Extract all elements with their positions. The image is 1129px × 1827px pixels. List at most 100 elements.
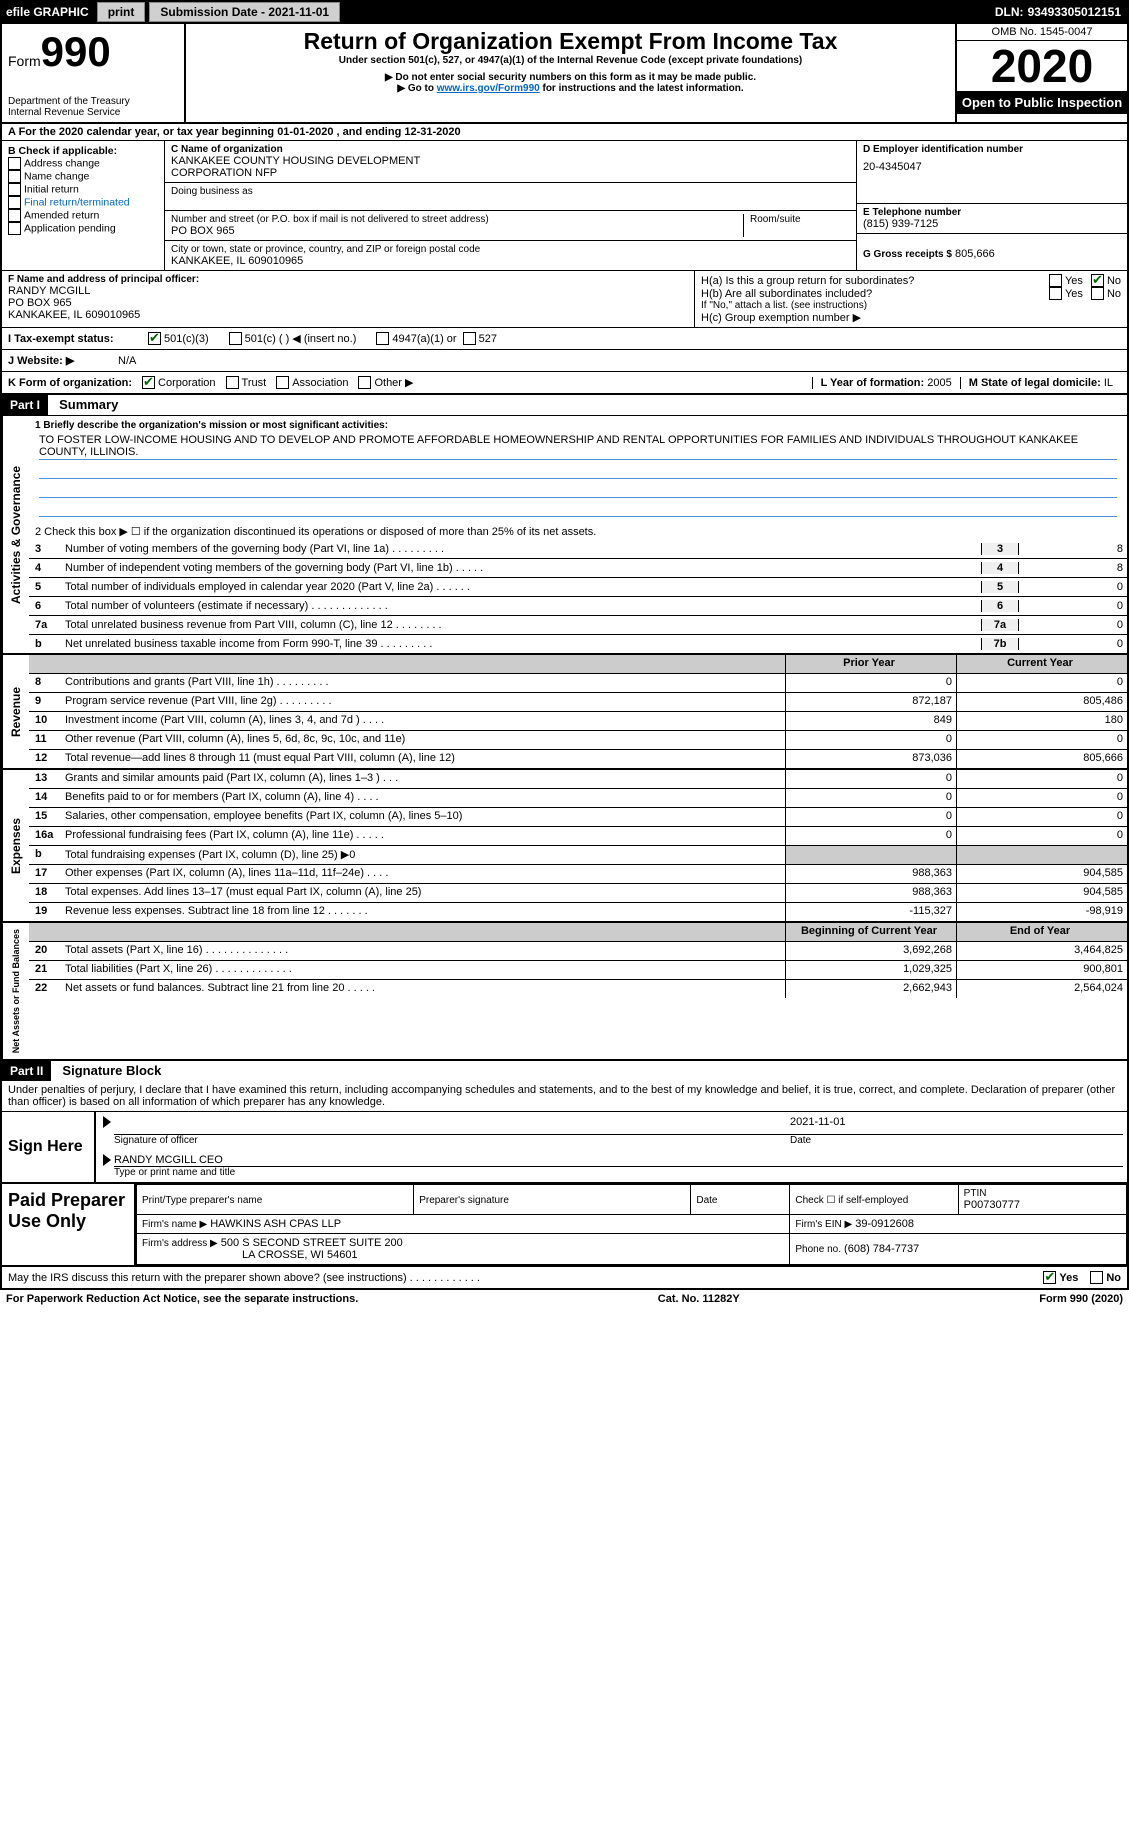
firm-addr1: 500 S SECOND STREET SUITE 200 xyxy=(221,1237,403,1249)
addr-value: PO BOX 965 xyxy=(171,225,743,237)
discuss-text: May the IRS discuss this return with the… xyxy=(8,1272,1043,1284)
data-line: 18Total expenses. Add lines 13–17 (must … xyxy=(29,884,1127,903)
officer-name: RANDY MCGILL xyxy=(8,285,688,297)
print-button[interactable]: print xyxy=(97,2,146,22)
firm-addr2: LA CROSSE, WI 54601 xyxy=(142,1249,784,1261)
chk-assoc[interactable] xyxy=(276,376,289,389)
omb-number: OMB No. 1545-0047 xyxy=(957,24,1127,41)
firm-name: HAWKINS ASH CPAS LLP xyxy=(210,1218,341,1230)
data-line: 17Other expenses (Part IX, column (A), l… xyxy=(29,865,1127,884)
firm-phone: (608) 784-7737 xyxy=(844,1243,919,1255)
row-klm: K Form of organization: Corporation Trus… xyxy=(0,372,1129,395)
discuss-no[interactable] xyxy=(1090,1271,1103,1284)
part1-label: Part I xyxy=(2,395,48,415)
chk-501c3[interactable] xyxy=(148,332,161,345)
chk-name-change[interactable]: Name change xyxy=(8,170,158,183)
form-note-2: ▶ Go to www.irs.gov/Form990 for instruct… xyxy=(196,83,945,94)
chk-trust[interactable] xyxy=(226,376,239,389)
form-id-cell: Form990 Department of the Treasury Inter… xyxy=(2,24,186,122)
tax-year: 2020 xyxy=(957,41,1127,91)
gov-line: 6Total number of volunteers (estimate if… xyxy=(29,597,1127,616)
part1-body: Activities & Governance 1 Briefly descri… xyxy=(0,415,1129,655)
side-netassets: Net Assets or Fund Balances xyxy=(2,923,29,1059)
chk-address-change[interactable]: Address change xyxy=(8,157,158,170)
mission-blank-2 xyxy=(39,481,1117,498)
gross-receipts-label: G Gross receipts $ xyxy=(863,249,952,260)
chk-final-return[interactable]: Final return/terminated xyxy=(8,196,158,209)
gov-line: 5Total number of individuals employed in… xyxy=(29,578,1127,597)
row-i-label: I Tax-exempt status: xyxy=(8,333,148,345)
data-line: 21Total liabilities (Part X, line 26) . … xyxy=(29,961,1127,980)
sig-officer-label: Signature of officer xyxy=(114,1135,780,1146)
dept-treasury: Department of the Treasury xyxy=(8,96,178,107)
chk-corp[interactable] xyxy=(142,376,155,389)
box-b-title: B Check if applicable: xyxy=(8,145,158,157)
ha-label: H(a) Is this a group return for subordin… xyxy=(701,275,1049,287)
box-deg: D Employer identification number 20-4345… xyxy=(856,141,1127,270)
form-number: 990 xyxy=(41,28,111,75)
prior-year-header: Prior Year xyxy=(785,655,956,673)
row-i: I Tax-exempt status: 501(c)(3) 501(c) ( … xyxy=(0,328,1129,350)
chk-amended[interactable]: Amended return xyxy=(8,209,158,222)
header-center: Return of Organization Exempt From Incom… xyxy=(186,24,955,122)
ein-label: D Employer identification number xyxy=(863,144,1121,155)
efile-label: efile GRAPHIC xyxy=(0,5,95,19)
page-footer: For Paperwork Reduction Act Notice, see … xyxy=(0,1290,1129,1308)
part2-header: Part II Signature Block xyxy=(0,1061,1129,1081)
hb-no[interactable] xyxy=(1091,287,1104,300)
officer-label: F Name and address of principal officer: xyxy=(8,274,688,285)
hb-yes[interactable] xyxy=(1049,287,1062,300)
part1-header: Part I Summary xyxy=(0,395,1129,415)
form-note-1: ▶ Do not enter social security numbers o… xyxy=(196,72,945,83)
chk-4947[interactable] xyxy=(376,332,389,345)
data-line: 9Program service revenue (Part VIII, lin… xyxy=(29,693,1127,712)
gov-line: 3Number of voting members of the governi… xyxy=(29,540,1127,559)
chk-501c[interactable] xyxy=(229,332,242,345)
chk-other[interactable] xyxy=(358,376,371,389)
form-ref: Form 990 (2020) xyxy=(1039,1293,1123,1305)
row-a-tax-year: A For the 2020 calendar year, or tax yea… xyxy=(0,124,1129,141)
paid-preparer-block: Paid Preparer Use Only Print/Type prepar… xyxy=(0,1184,1129,1267)
chk-527[interactable] xyxy=(463,332,476,345)
form-990-page: efile GRAPHIC print Submission Date - 20… xyxy=(0,0,1129,1308)
arrow-icon xyxy=(103,1116,111,1128)
ha-no[interactable] xyxy=(1091,274,1104,287)
declaration: Under penalties of perjury, I declare th… xyxy=(0,1081,1129,1111)
firm-ein: 39-0912608 xyxy=(855,1218,914,1230)
ein-value: 20-4345047 xyxy=(863,155,1121,173)
mission-blank-3 xyxy=(39,500,1117,517)
phone-value: (815) 939-7125 xyxy=(863,218,1121,230)
data-line: 14Benefits paid to or for members (Part … xyxy=(29,789,1127,808)
chk-initial-return[interactable]: Initial return xyxy=(8,183,158,196)
discuss-yes[interactable] xyxy=(1043,1271,1056,1284)
data-line: 12Total revenue—add lines 8 through 11 (… xyxy=(29,750,1127,768)
side-revenue: Revenue xyxy=(2,655,29,768)
discuss-row: May the IRS discuss this return with the… xyxy=(0,1267,1129,1290)
data-line: 13Grants and similar amounts paid (Part … xyxy=(29,770,1127,789)
dba-label: Doing business as xyxy=(171,186,850,197)
state-domicile: IL xyxy=(1104,377,1113,389)
irs-link[interactable]: www.irs.gov/Form990 xyxy=(437,83,540,94)
ha-yes[interactable] xyxy=(1049,274,1062,287)
data-line: 11Other revenue (Part VIII, column (A), … xyxy=(29,731,1127,750)
cat-no: Cat. No. 11282Y xyxy=(658,1293,740,1305)
row-k-label: K Form of organization: xyxy=(8,377,132,389)
hb-label: H(b) Are all subordinates included? xyxy=(701,288,1049,300)
side-expenses: Expenses xyxy=(2,770,29,921)
open-public: Open to Public Inspection xyxy=(957,91,1127,114)
type-name-label: Type or print name and title xyxy=(114,1167,1123,1178)
gov-line: 7aTotal unrelated business revenue from … xyxy=(29,616,1127,635)
submission-date: Submission Date - 2021-11-01 xyxy=(149,2,340,22)
section-fh: F Name and address of principal officer:… xyxy=(0,271,1129,328)
sign-here-label: Sign Here xyxy=(2,1112,94,1182)
part2-label: Part II xyxy=(2,1061,51,1081)
hb-note: If "No," attach a list. (see instruction… xyxy=(701,300,1121,311)
paperwork-notice: For Paperwork Reduction Act Notice, see … xyxy=(6,1293,358,1305)
org-name-label: C Name of organization xyxy=(171,144,850,155)
box-b: B Check if applicable: Address change Na… xyxy=(2,141,165,270)
box-h: H(a) Is this a group return for subordin… xyxy=(694,271,1127,327)
sig-date: 2021-11-01 xyxy=(780,1116,1123,1134)
chk-application-pending[interactable]: Application pending xyxy=(8,222,158,235)
gross-receipts-value: 805,666 xyxy=(955,248,995,260)
header-right: OMB No. 1545-0047 2020 Open to Public In… xyxy=(955,24,1127,122)
